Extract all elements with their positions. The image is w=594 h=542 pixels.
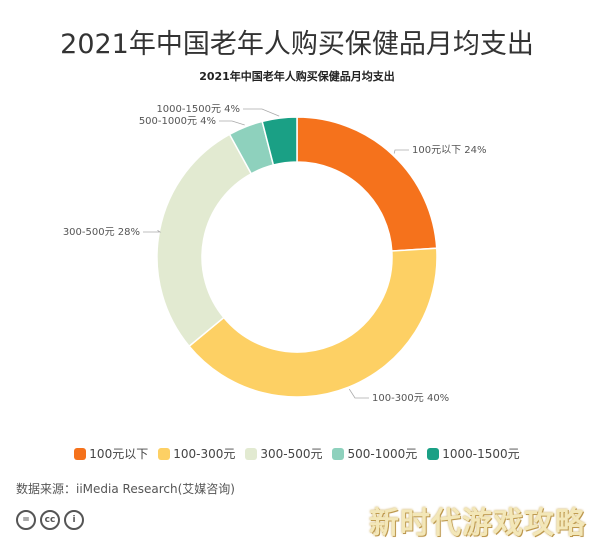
leader-line-3 [219,120,245,126]
slice-label-4: 1000-1500元 4% [156,104,240,115]
legend-label: 100元以下 [89,447,149,461]
chart-legend: 100元以下 100-300元 300-500元 500-1000元 1000-1500… [0,445,594,462]
leader-line-2 [143,230,162,233]
watermark: 新时代游戏攻略 [369,506,586,541]
slice-label-1: 100-300元 40% [372,393,449,404]
donut-chart: 100元以下 24% 100-300元 40% 300-500元 28% 500-10… [63,104,487,404]
slice-label-0: 100元以下 24% [412,145,487,156]
legend-item-2: 300-500元 [245,445,322,462]
leader-line-1 [348,388,369,399]
legend-label: 500-1000元 [347,447,418,461]
donut-slice-2 [156,133,253,348]
leader-line-4 [243,108,280,117]
page-title: 2021年中国老年人购买保健品月均支出 [60,29,534,60]
cc-attribution-icon: i [64,510,84,530]
legend-item-0: 100元以下 [74,445,148,462]
leader-line-0 [393,149,409,154]
slice-label-3: 500-1000元 4% [139,116,216,127]
legend-swatch [74,447,87,460]
cc-icon: cc [40,510,60,530]
legend-item-4: 1000-1500元 [427,445,520,462]
donut-slice-0 [296,116,438,252]
legend-item-1: 100-300元 [158,445,235,462]
legend-swatch [245,447,258,460]
legend-swatch [158,447,171,460]
legend-item-3: 500-1000元 [332,445,417,462]
donut-slice-1 [188,247,438,398]
legend-label: 100-300元 [173,447,236,461]
donut-slice-4 [261,116,298,166]
legend-label: 300-500元 [260,447,323,461]
chart-title: 2021年中国老年人购买保健品月均支出 [199,70,395,83]
data-source: 数据来源：iiMedia Research(艾媒咨询) [16,482,235,496]
legend-swatch [427,447,440,460]
slice-label-2: 300-500元 28% [63,227,140,238]
legend-swatch [332,447,345,460]
cc-equal-icon: = [16,510,36,530]
license-badges: = cc i [16,510,84,530]
legend-label: 1000-1500元 [442,447,520,461]
